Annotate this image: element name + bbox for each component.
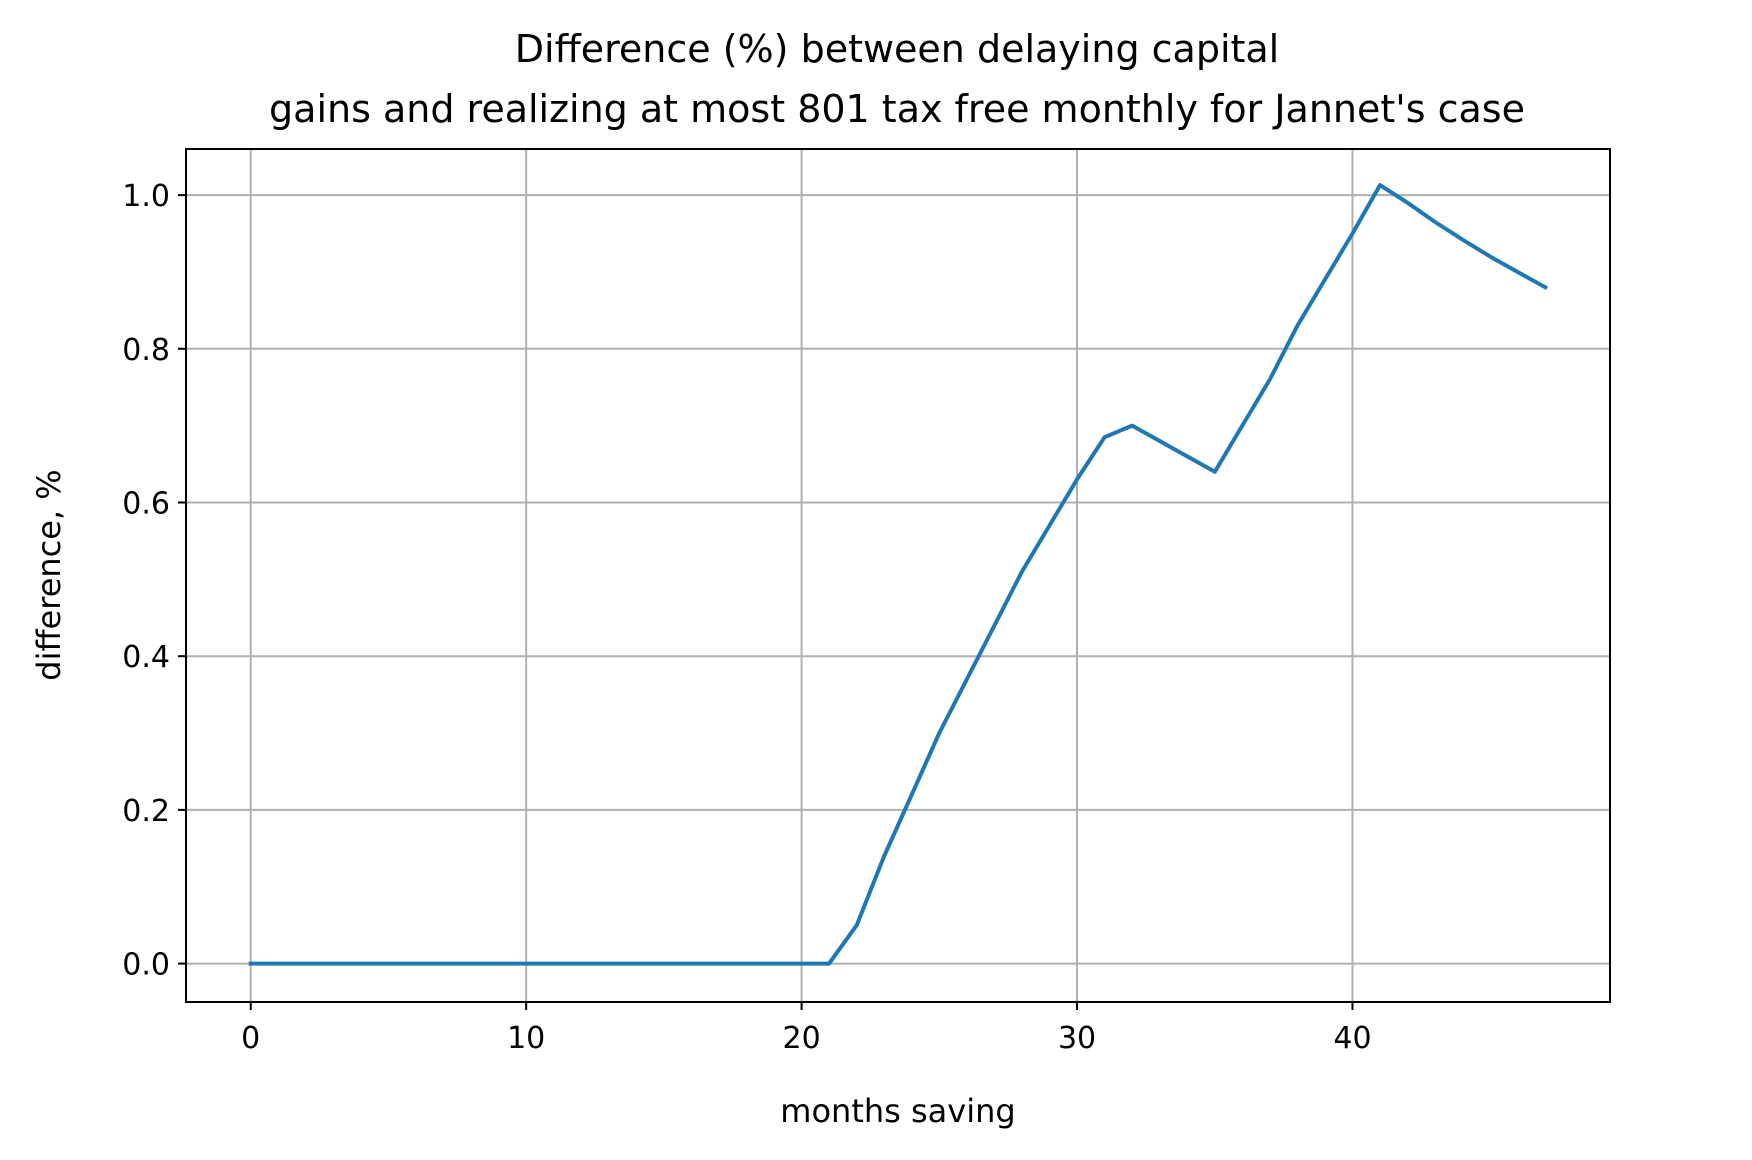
x-tick-label: 40 xyxy=(1333,1021,1371,1056)
y-tick-label: 0.6 xyxy=(122,486,170,521)
series-line xyxy=(248,183,1549,966)
chart-title-line-2: gains and realizing at most 801 tax free… xyxy=(269,87,1525,131)
ticks: 0 10 20 30 40 0.0 0.2 0.4 0.6 0.8 1.0 xyxy=(122,179,1371,1056)
x-tick-label: 20 xyxy=(783,1021,821,1056)
plot-frame xyxy=(185,148,1611,1003)
y-tick-label: 0.2 xyxy=(122,794,170,829)
x-axis-label: months saving xyxy=(780,1092,1015,1130)
chart-title-line-1: Difference (%) between delaying capital xyxy=(515,27,1280,71)
x-tick-label: 10 xyxy=(507,1021,545,1056)
x-tick-label: 30 xyxy=(1058,1021,1096,1056)
y-tick-label: 0.8 xyxy=(122,333,170,368)
y-tick-label: 0.0 xyxy=(122,948,170,983)
y-tick-label: 1.0 xyxy=(122,179,170,214)
series-group xyxy=(248,183,1549,966)
x-tick-label: 0 xyxy=(241,1021,260,1056)
y-axis-label: difference, % xyxy=(30,469,68,680)
y-tick-label: 0.4 xyxy=(122,640,170,675)
